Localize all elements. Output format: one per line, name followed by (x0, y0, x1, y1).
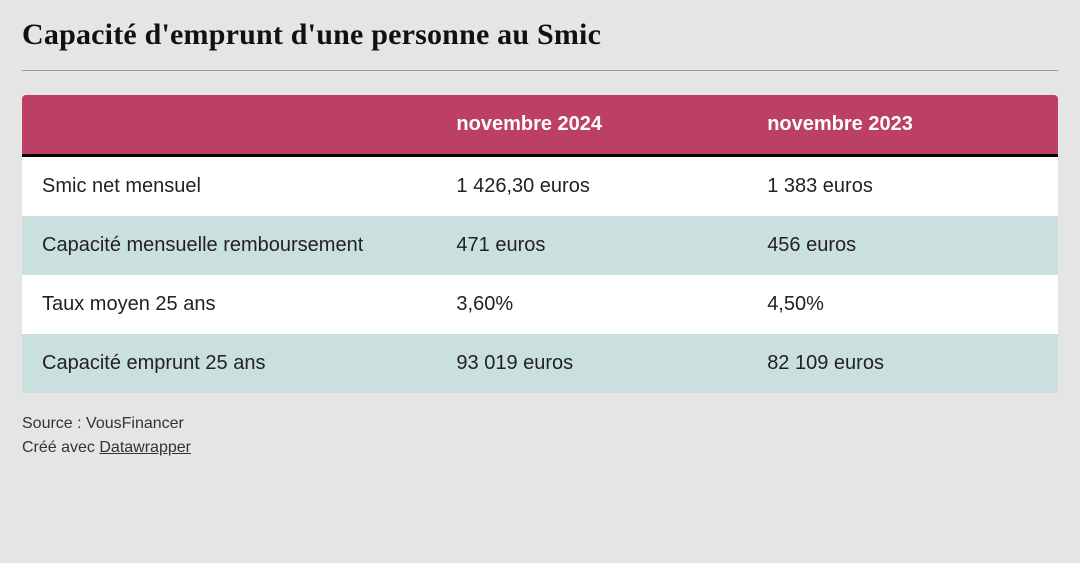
credit-link[interactable]: Datawrapper (99, 439, 191, 456)
source-text: Source : VousFinancer (22, 415, 1058, 433)
row-value-2024: 3,60% (436, 275, 747, 334)
row-value-2024: 471 euros (436, 216, 747, 275)
table-header-empty (22, 95, 436, 156)
page-title: Capacité d'emprunt d'une personne au Smi… (22, 18, 1058, 52)
row-value-2023: 82 109 euros (747, 334, 1058, 393)
row-value-2023: 1 383 euros (747, 156, 1058, 217)
table-row: Taux moyen 25 ans 3,60% 4,50% (22, 275, 1058, 334)
table-row: Capacité emprunt 25 ans 93 019 euros 82 … (22, 334, 1058, 393)
row-label: Capacité emprunt 25 ans (22, 334, 436, 393)
row-label: Smic net mensuel (22, 156, 436, 217)
row-value-2023: 4,50% (747, 275, 1058, 334)
table-header-2024: novembre 2024 (436, 95, 747, 156)
table-row: Smic net mensuel 1 426,30 euros 1 383 eu… (22, 156, 1058, 217)
row-value-2023: 456 euros (747, 216, 1058, 275)
title-divider (22, 70, 1058, 71)
data-table: novembre 2024 novembre 2023 Smic net men… (22, 95, 1058, 393)
table-header-2023: novembre 2023 (747, 95, 1058, 156)
row-label: Taux moyen 25 ans (22, 275, 436, 334)
table-row: Capacité mensuelle remboursement 471 eur… (22, 216, 1058, 275)
table-header-row: novembre 2024 novembre 2023 (22, 95, 1058, 156)
credit-line: Créé avec Datawrapper (22, 439, 1058, 457)
row-label: Capacité mensuelle remboursement (22, 216, 436, 275)
row-value-2024: 1 426,30 euros (436, 156, 747, 217)
credit-prefix: Créé avec (22, 439, 99, 456)
row-value-2024: 93 019 euros (436, 334, 747, 393)
